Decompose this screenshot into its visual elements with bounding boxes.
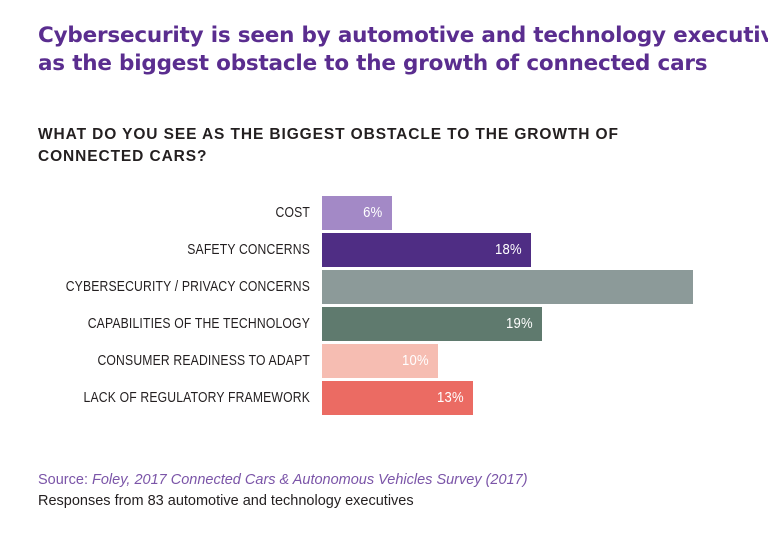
chart-question-line-2: CONNECTED CARS? [38,148,208,165]
bar: 10% [322,344,438,378]
page-title-line-2: as the biggest obstacle to the growth of… [38,51,708,76]
bar-value-label: 6% [363,205,383,221]
source-citation: Source: Foley, 2017 Connected Cars & Aut… [38,470,728,491]
bar-value-label: 18% [494,242,522,258]
chart-question-heading: WHAT DO YOU SEE AS THE BIGGEST OBSTACLE … [38,124,738,168]
bar-value-label: 10% [402,353,429,369]
bar-category-label: CAPABILITIES OF THE TECHNOLOGY [87,316,310,332]
bar: 13% [322,381,473,415]
bar-category-label: COST [275,205,310,221]
chart-bar-row: CONSUMER READINESS TO ADAPT 10% [0,344,768,378]
source-citation-text: Foley, 2017 Connected Cars & Autonomous … [92,472,528,488]
source-note: Responses from 83 automotive and technol… [38,493,414,509]
bar-chart: COST 6% SAFETY CONCERNS 18% CYBERSECURITY / … [0,196,768,422]
bar: 19% [322,307,543,341]
bar: 6% [322,196,392,230]
bar-category-label: SAFETY CONCERNS [187,242,310,258]
chart-bar-row: SAFETY CONCERNS 18% [0,233,768,267]
page-title-line-1: Cybersecurity is seen by automotive and … [38,23,768,48]
chart-bar-row: CYBERSECURITY / PRIVACY CONCERNS [0,270,768,304]
chart-question-line-1: WHAT DO YOU SEE AS THE BIGGEST OBSTACLE … [38,126,619,143]
chart-bar-row: COST 6% [0,196,768,230]
source-prefix: Source: [38,472,88,488]
bar-track [322,270,768,304]
bar-value-label: 19% [506,316,534,332]
bar-track: 6% [322,196,768,230]
page-title: Cybersecurity is seen by automotive and … [38,22,768,78]
bar [322,270,694,304]
bar-category-label: LACK OF REGULATORY FRAMEWORK [83,390,310,406]
source-footer: Source: Foley, 2017 Connected Cars & Aut… [38,470,728,512]
bar-track: 19% [322,307,768,341]
bar-category-label: CONSUMER READINESS TO ADAPT [97,353,310,369]
chart-bar-row: CAPABILITIES OF THE TECHNOLOGY 19% [0,307,768,341]
chart-bar-row: LACK OF REGULATORY FRAMEWORK 13% [0,381,768,415]
bar-track: 10% [322,344,768,378]
bar-value-label: 13% [436,390,464,406]
bar-track: 13% [322,381,768,415]
bar-track: 18% [322,233,768,267]
bar: 18% [322,233,531,267]
bar-category-label: CYBERSECURITY / PRIVACY CONCERNS [65,279,310,295]
